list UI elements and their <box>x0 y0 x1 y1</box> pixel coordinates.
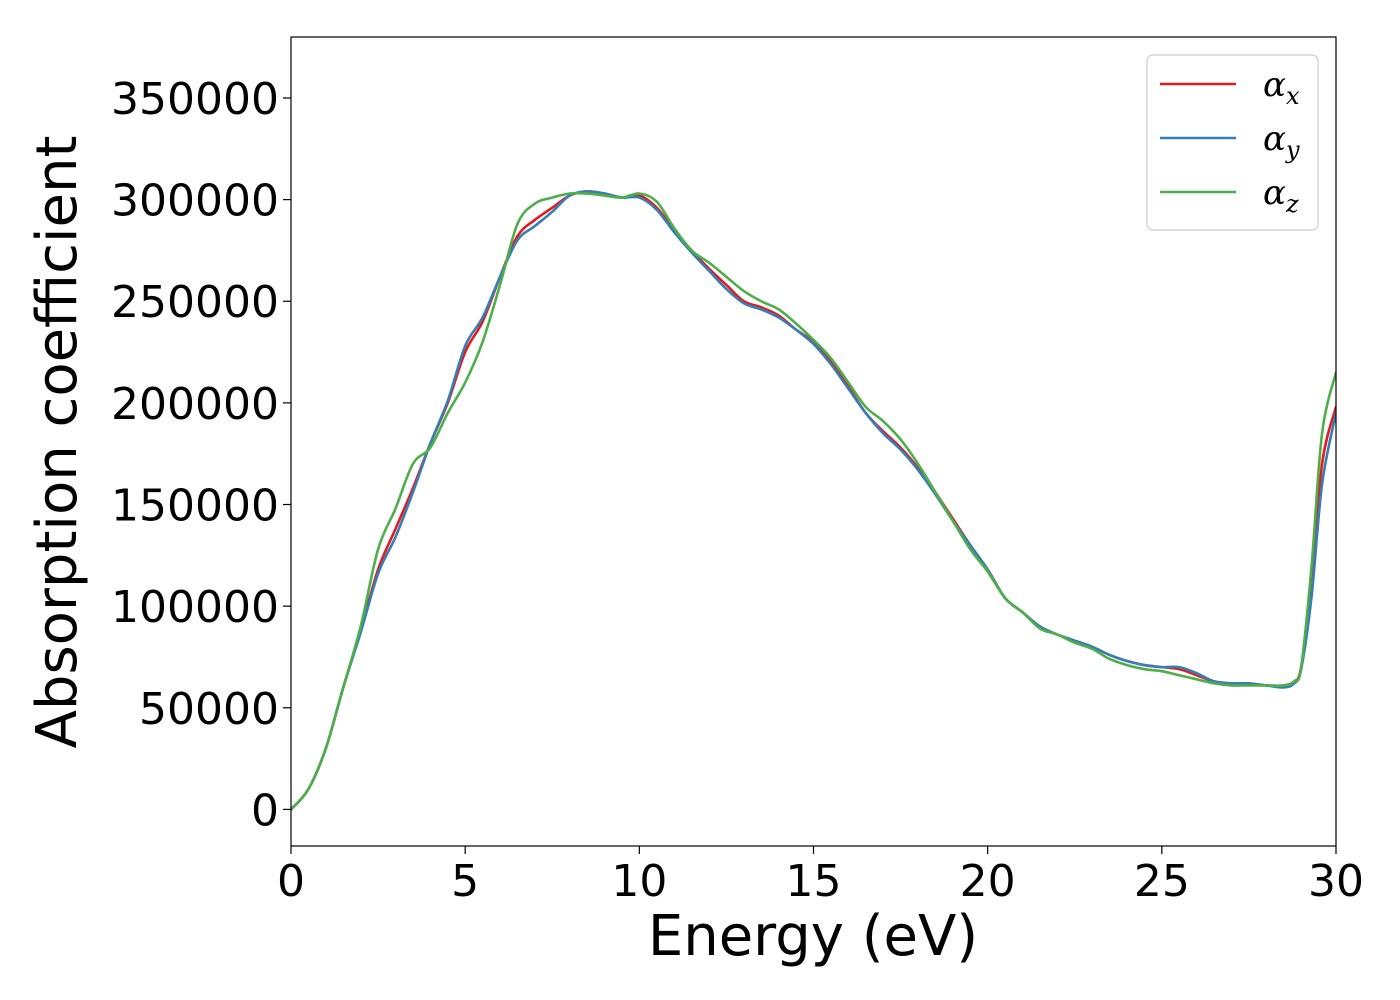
y-axis-title: Absorption coefficient <box>25 136 90 749</box>
x-tick-label: 20 <box>960 856 1016 907</box>
y-tick-label: 50000 <box>139 684 279 735</box>
x-tick-label: 0 <box>277 856 305 907</box>
legend-label-z: αz <box>1263 173 1299 218</box>
x-axis: 0 5 10 15 20 25 30 <box>277 846 1364 907</box>
x-tick-label: 10 <box>611 856 667 907</box>
y-tick-label: 0 <box>251 785 279 836</box>
series-layer <box>291 190 1336 811</box>
x-axis-title: Energy (eV) <box>648 904 978 969</box>
y-tick-label: 350000 <box>111 74 279 125</box>
legend: αx αy αz <box>1146 54 1319 231</box>
x-tick-label: 5 <box>451 856 479 907</box>
y-axis: 0 50000 100000 150000 200000 250000 300000 3500… <box>111 74 291 836</box>
series-line-y <box>291 190 1336 811</box>
x-tick-label: 15 <box>786 856 842 907</box>
series-line-z <box>291 191 1336 811</box>
y-tick-label: 300000 <box>111 176 279 227</box>
y-tick-label: 200000 <box>111 379 279 430</box>
legend-label-x: αx <box>1263 65 1300 110</box>
x-tick-label: 25 <box>1134 856 1190 907</box>
legend-box <box>1146 54 1319 231</box>
legend-label-y: αy <box>1263 119 1300 164</box>
x-tick-label: 30 <box>1308 856 1364 907</box>
y-tick-label: 250000 <box>111 277 279 328</box>
y-tick-label: 100000 <box>111 582 279 633</box>
y-tick-label: 150000 <box>111 481 279 532</box>
